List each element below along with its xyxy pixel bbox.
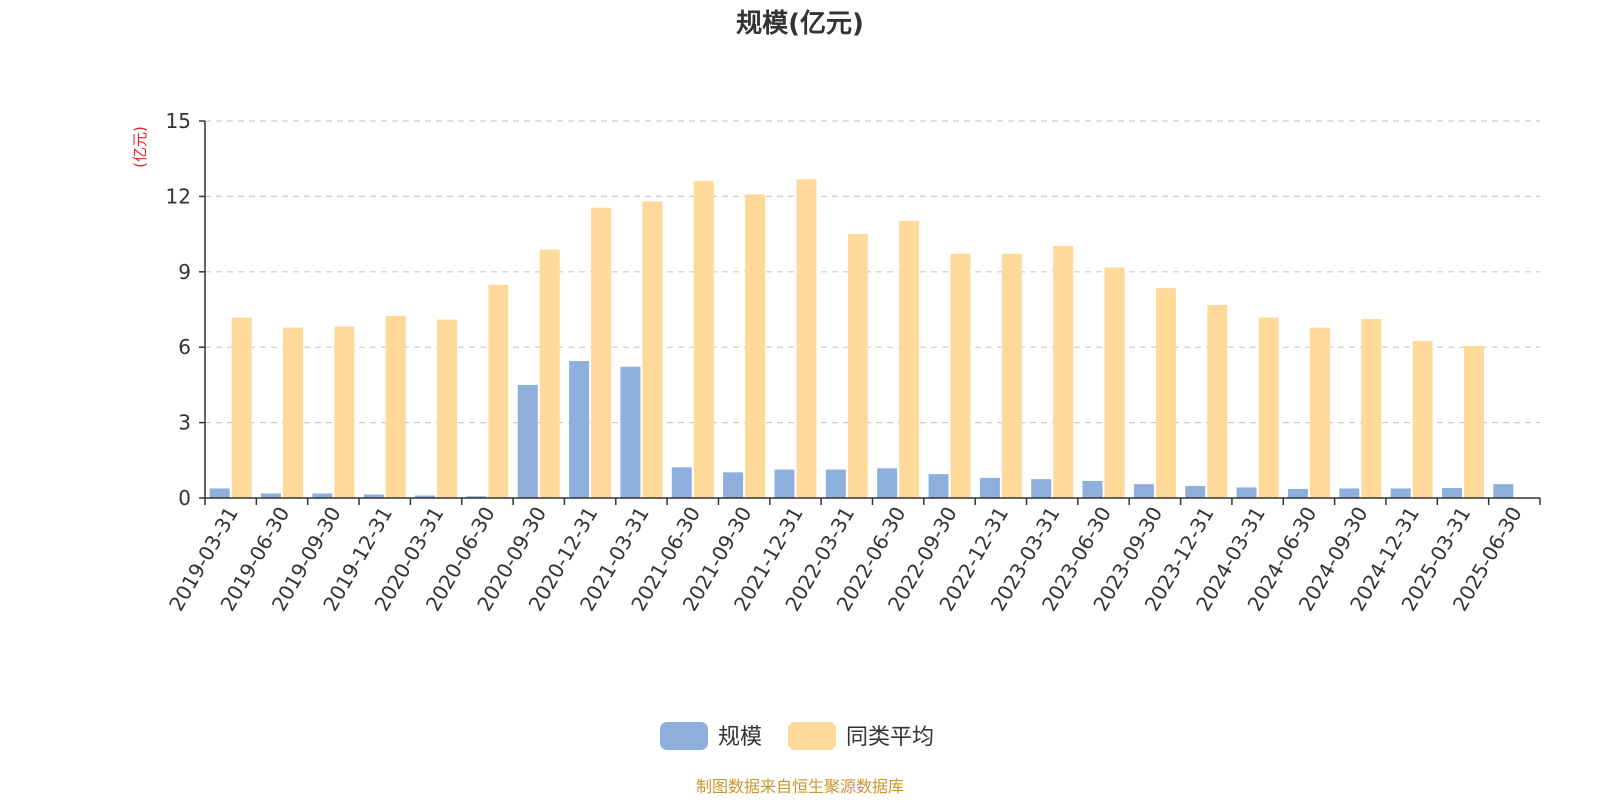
- bars: [209, 179, 1514, 499]
- bar-peer-average[interactable]: [1258, 317, 1279, 498]
- bar-scale[interactable]: [825, 469, 846, 498]
- y-tick-label: 6: [178, 335, 191, 359]
- legend-label[interactable]: 同类平均: [846, 725, 934, 750]
- bar-peer-average[interactable]: [1463, 345, 1484, 498]
- y-tick-label: 3: [178, 411, 191, 435]
- bar-scale[interactable]: [979, 477, 1000, 498]
- bar-scale[interactable]: [569, 361, 590, 498]
- bar-scale[interactable]: [517, 384, 538, 498]
- bar-peer-average[interactable]: [950, 253, 971, 498]
- bar-scale[interactable]: [1236, 487, 1257, 498]
- bar-peer-average[interactable]: [1104, 267, 1125, 498]
- bar-peer-average[interactable]: [1001, 253, 1022, 498]
- legend: 规模 同类平均: [660, 722, 934, 750]
- bar-scale[interactable]: [1493, 484, 1514, 498]
- y-axis-label: (亿元): [131, 126, 149, 168]
- bar-peer-average[interactable]: [1412, 340, 1433, 498]
- bar-peer-average[interactable]: [283, 327, 304, 498]
- bar-scale[interactable]: [415, 495, 436, 498]
- bar-scale[interactable]: [774, 469, 795, 498]
- legend-label[interactable]: 规模: [718, 725, 762, 750]
- bar-peer-average[interactable]: [231, 317, 252, 498]
- bar-scale[interactable]: [363, 494, 384, 498]
- bar-peer-average[interactable]: [899, 221, 920, 498]
- bar-peer-average[interactable]: [385, 315, 406, 498]
- bar-peer-average[interactable]: [847, 234, 868, 498]
- bar-peer-average[interactable]: [488, 284, 509, 498]
- bar-peer-average[interactable]: [1053, 245, 1074, 498]
- bar-peer-average[interactable]: [796, 179, 817, 498]
- y-tick-label: 15: [166, 109, 191, 133]
- bar-scale[interactable]: [1339, 488, 1360, 498]
- bar-scale[interactable]: [671, 467, 692, 498]
- bar-scale[interactable]: [1390, 488, 1411, 498]
- y-tick-label: 9: [178, 260, 191, 284]
- bar-peer-average[interactable]: [1309, 327, 1330, 498]
- legend-swatch[interactable]: [660, 722, 708, 750]
- bar-scale[interactable]: [620, 366, 641, 498]
- bar-scale[interactable]: [466, 496, 487, 498]
- bar-scale[interactable]: [312, 493, 333, 498]
- bar-scale[interactable]: [928, 474, 949, 498]
- bar-peer-average[interactable]: [334, 326, 355, 498]
- bar-scale[interactable]: [877, 468, 898, 498]
- bar-scale[interactable]: [1287, 488, 1308, 498]
- bar-peer-average[interactable]: [539, 249, 560, 498]
- y-tick-label: 0: [178, 486, 191, 510]
- bar-scale[interactable]: [1441, 487, 1462, 498]
- bar-peer-average[interactable]: [591, 207, 612, 498]
- bar-scale[interactable]: [723, 472, 744, 498]
- bar-scale[interactable]: [1031, 479, 1052, 498]
- legend-swatch[interactable]: [788, 722, 836, 750]
- bar-peer-average[interactable]: [745, 194, 766, 498]
- bar-peer-average[interactable]: [437, 319, 458, 498]
- bar-peer-average[interactable]: [1155, 288, 1176, 498]
- data-source-note: 制图数据来自恒生聚源数据库: [696, 777, 904, 796]
- bar-peer-average[interactable]: [1361, 319, 1382, 498]
- bar-peer-average[interactable]: [1207, 304, 1228, 498]
- bar-peer-average[interactable]: [693, 180, 714, 499]
- bar-scale[interactable]: [261, 493, 282, 498]
- bar-scale[interactable]: [1185, 485, 1206, 498]
- bar-scale[interactable]: [1082, 480, 1103, 498]
- bar-scale[interactable]: [1133, 484, 1154, 498]
- bar-scale[interactable]: [209, 488, 230, 498]
- bar-peer-average[interactable]: [642, 201, 663, 498]
- chart-title: 规模(亿元): [736, 9, 864, 39]
- y-tick-label: 12: [166, 184, 191, 208]
